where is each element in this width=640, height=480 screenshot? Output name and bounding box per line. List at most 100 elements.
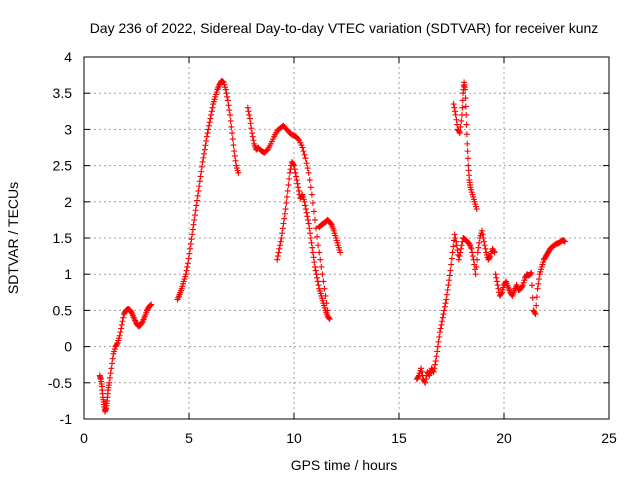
data-point xyxy=(456,128,463,135)
y-axis-label: SDTVAR / TECUs xyxy=(5,182,21,294)
data-point xyxy=(131,316,138,323)
data-point xyxy=(448,255,455,262)
data-point xyxy=(249,130,255,137)
data-point xyxy=(469,253,476,260)
data-point xyxy=(451,231,458,238)
data-point xyxy=(437,325,444,332)
data-point xyxy=(313,271,320,278)
data-point xyxy=(304,213,311,220)
data-point xyxy=(208,108,215,115)
x-tick-label: 0 xyxy=(80,430,88,446)
data-point xyxy=(183,267,190,274)
data-point xyxy=(312,267,319,274)
data-point xyxy=(231,152,238,159)
data-point xyxy=(206,119,213,126)
data-point xyxy=(304,165,311,172)
data-point xyxy=(464,148,471,155)
data-point xyxy=(463,131,470,138)
data-point xyxy=(316,249,323,256)
data-point xyxy=(320,278,327,285)
data-point xyxy=(493,274,500,281)
data-point xyxy=(314,274,321,281)
data-point xyxy=(529,294,536,301)
data-point xyxy=(433,353,440,360)
data-point xyxy=(246,111,253,118)
data-point xyxy=(109,355,116,362)
data-point xyxy=(118,321,125,328)
data-point xyxy=(282,206,289,213)
data-point xyxy=(106,379,113,386)
data-point xyxy=(482,245,489,252)
series-segment-1 xyxy=(96,301,155,415)
data-point xyxy=(295,136,302,143)
data-point xyxy=(308,239,315,246)
data-point xyxy=(458,117,465,124)
data-point xyxy=(187,245,194,252)
data-point xyxy=(205,126,212,133)
data-point xyxy=(232,157,239,164)
data-point xyxy=(290,161,297,168)
data-point xyxy=(457,123,464,130)
data-point xyxy=(451,104,458,111)
data-point xyxy=(298,192,305,199)
data-point xyxy=(328,221,335,228)
data-point xyxy=(311,259,318,266)
data-point xyxy=(532,311,539,318)
data-point xyxy=(432,361,439,368)
data-point xyxy=(305,220,312,227)
data-point xyxy=(308,191,315,198)
y-tick-label: -0.5 xyxy=(48,375,72,391)
data-point xyxy=(495,285,502,292)
data-point xyxy=(313,225,320,232)
data-point xyxy=(306,225,313,232)
data-point xyxy=(434,343,441,350)
data-point xyxy=(480,235,487,241)
data-point xyxy=(295,184,302,191)
data-point xyxy=(431,365,438,372)
data-point xyxy=(473,206,480,213)
y-tick-label: 1 xyxy=(64,266,72,282)
y-tick-label: 3 xyxy=(64,121,72,137)
data-point xyxy=(120,314,127,321)
x-tick-label: 5 xyxy=(185,430,193,446)
data-point xyxy=(187,241,194,248)
data-point xyxy=(197,173,204,180)
data-point xyxy=(184,263,191,270)
data-point xyxy=(189,226,196,233)
series-segment-8 xyxy=(492,237,568,318)
data-point xyxy=(450,101,457,108)
data-point xyxy=(209,104,216,111)
data-point xyxy=(302,202,309,209)
data-point xyxy=(430,368,437,375)
data-point xyxy=(117,329,124,336)
data-point xyxy=(307,184,314,191)
data-point xyxy=(224,93,231,100)
data-point xyxy=(200,154,207,161)
data-point xyxy=(191,216,198,223)
data-point xyxy=(226,111,233,118)
data-point xyxy=(436,329,443,336)
data-point xyxy=(312,263,318,270)
data-point xyxy=(443,296,450,303)
data-point xyxy=(418,365,425,372)
ticks-layer: 0 5 10 15 20 25 -1 -0.5 0 0.5 1 1.5 2 2.5 3 3.5 4 xyxy=(48,49,617,446)
data-point xyxy=(432,358,439,365)
data-point xyxy=(326,316,333,323)
data-point xyxy=(128,309,135,316)
data-point xyxy=(226,107,233,114)
data-point xyxy=(286,169,293,176)
data-point xyxy=(446,277,453,284)
data-point xyxy=(292,169,299,176)
data-point xyxy=(207,115,214,122)
data-point xyxy=(478,227,485,234)
data-point xyxy=(453,116,460,123)
data-point xyxy=(481,242,488,249)
data-point xyxy=(293,173,300,180)
data-point xyxy=(494,278,500,285)
data-point xyxy=(184,260,191,267)
data-point xyxy=(246,115,253,122)
data-point xyxy=(536,276,542,283)
data-point xyxy=(303,160,310,167)
data-point xyxy=(443,291,450,298)
